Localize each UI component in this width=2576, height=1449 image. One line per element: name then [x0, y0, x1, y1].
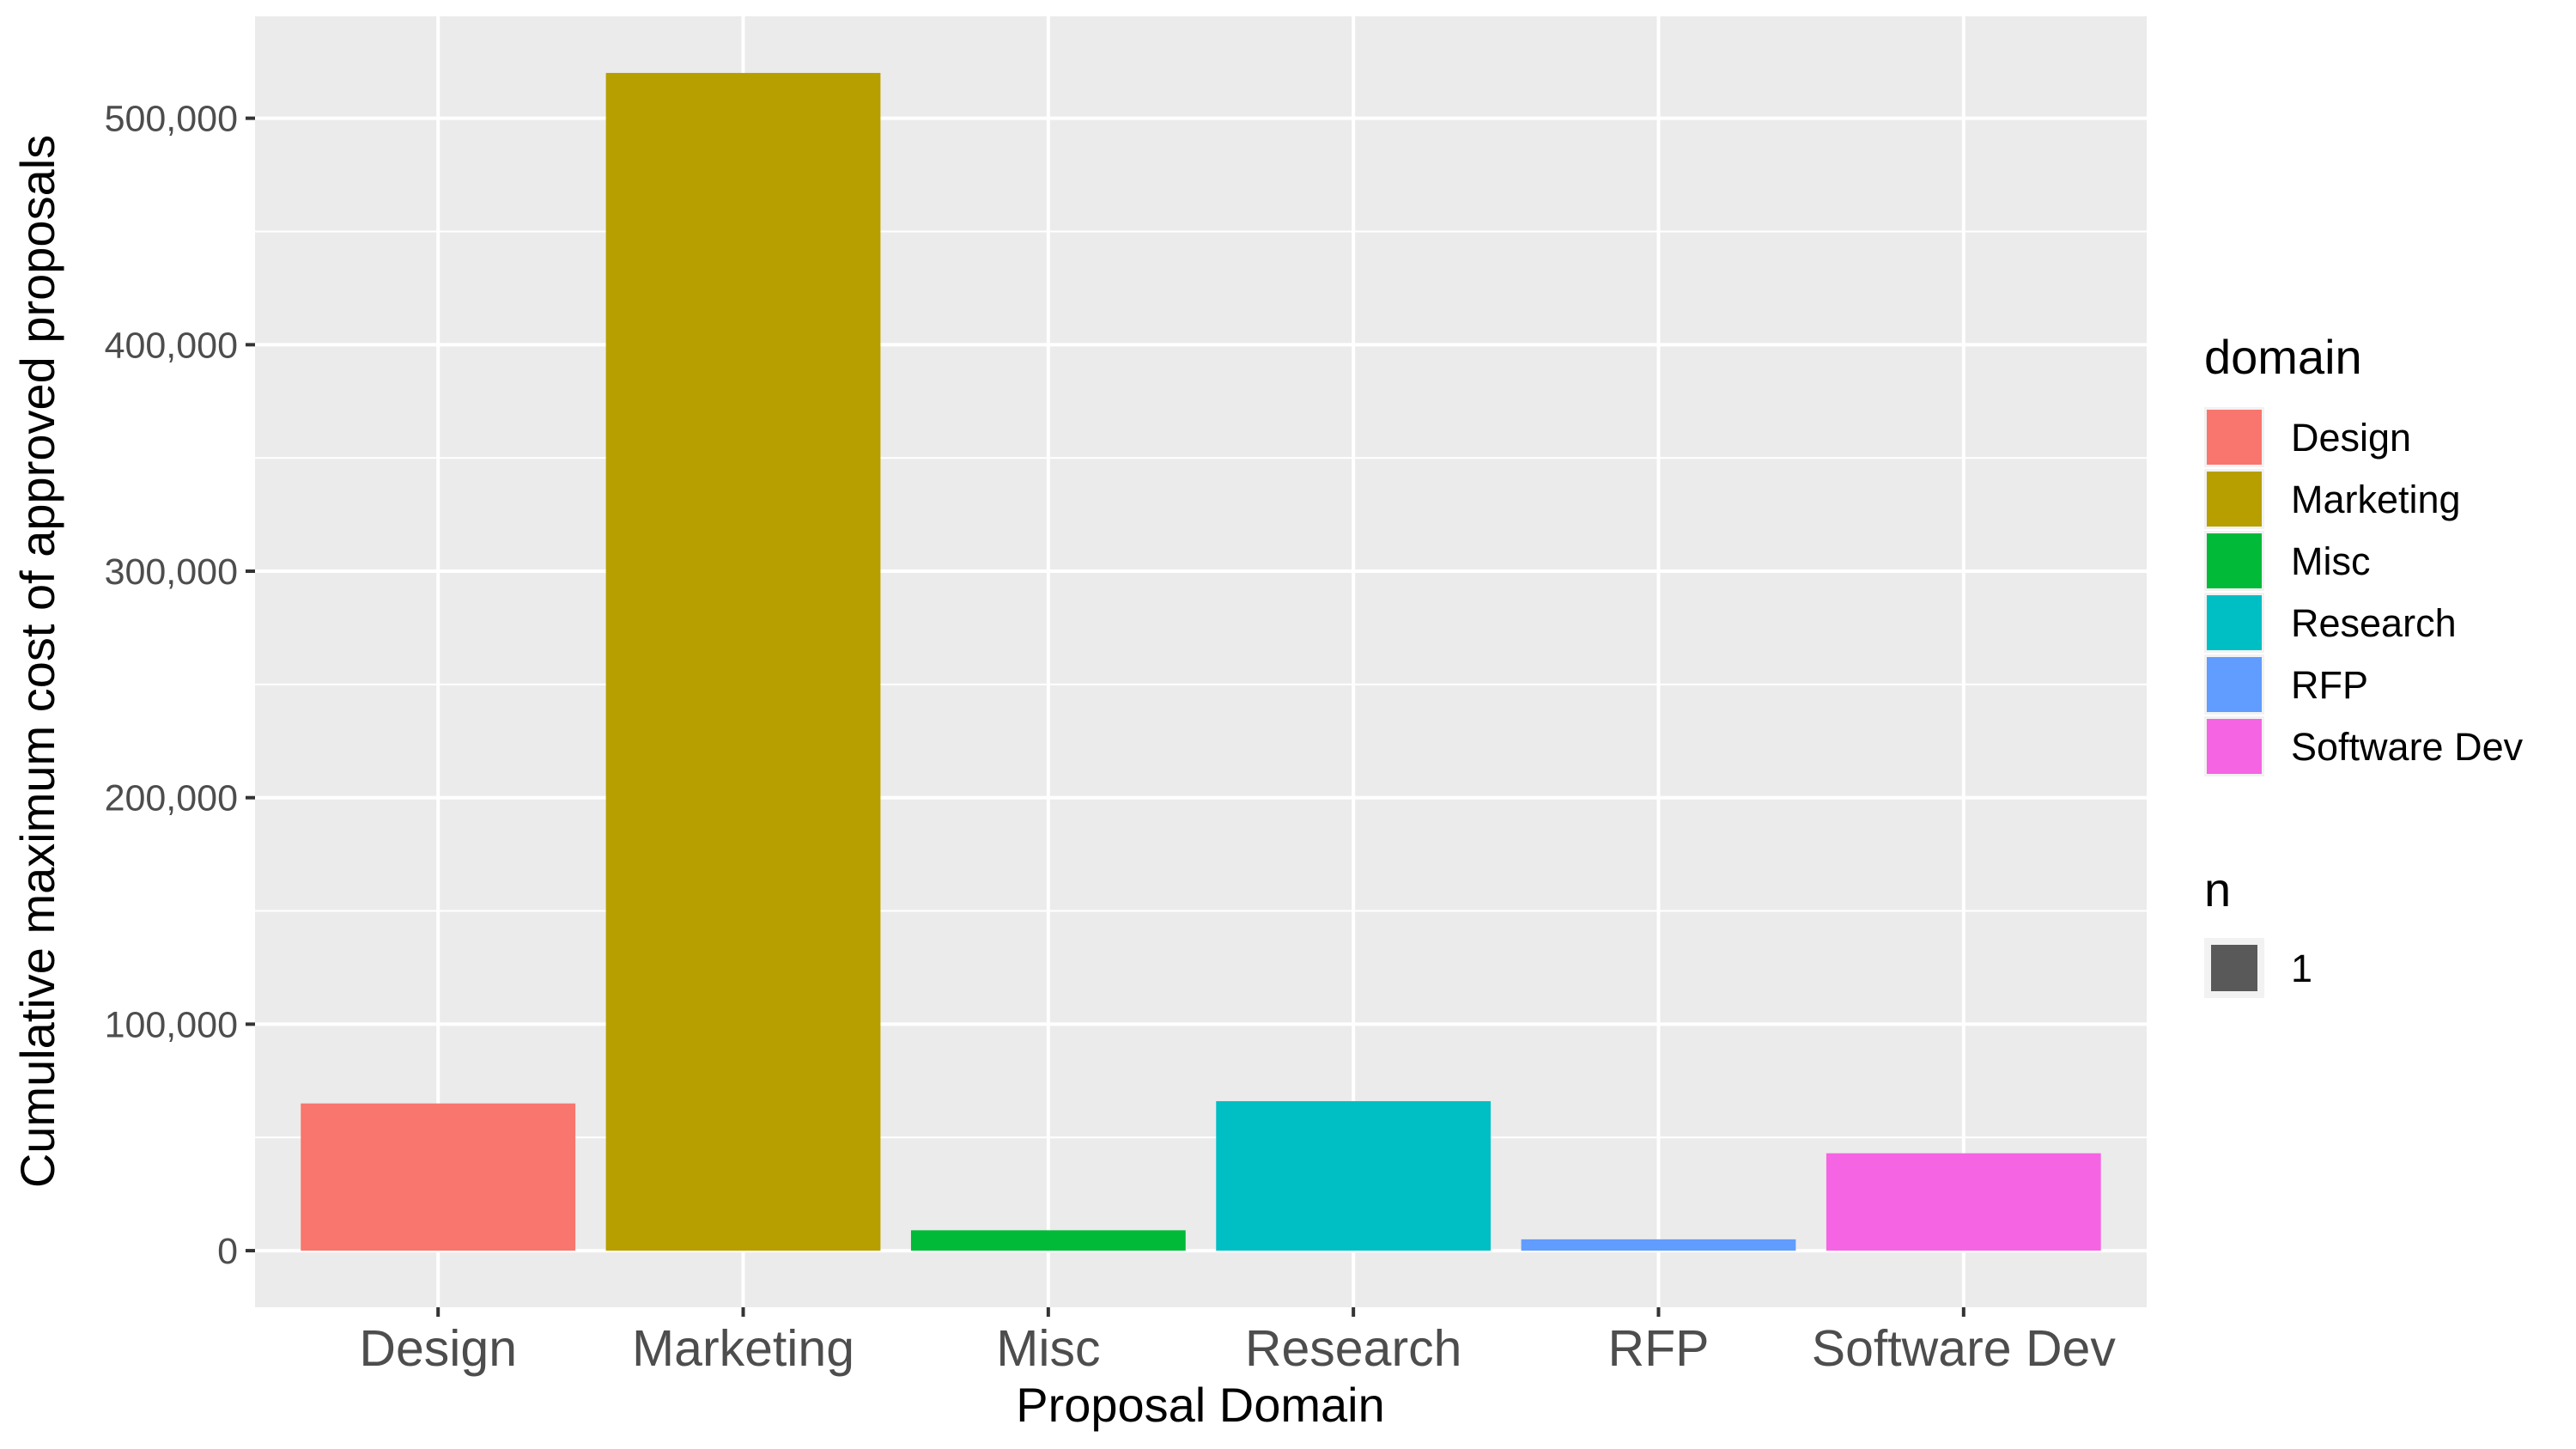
bar-software-dev — [1826, 1153, 2101, 1251]
legend-label: Software Dev — [2291, 725, 2524, 769]
x-tick-label: Research — [1245, 1320, 1462, 1377]
bar-marketing — [605, 72, 881, 1251]
legend-swatch — [2207, 533, 2262, 588]
legend-size-swatch — [2211, 945, 2257, 991]
legend-label: RFP — [2291, 663, 2368, 707]
legend-swatch — [2207, 595, 2262, 650]
legend-domain-items: Design Marketing Misc Research RFP Software D… — [2204, 407, 2524, 776]
legend-swatch — [2207, 410, 2262, 465]
y-tick-label: 400,000 — [105, 325, 238, 366]
x-tick-label: Misc — [996, 1320, 1100, 1377]
x-tick-label: Software Dev — [1812, 1320, 2117, 1377]
y-tick-label: 500,000 — [105, 99, 238, 140]
legend-swatch — [2207, 472, 2262, 527]
y-tick-label: 0 — [217, 1231, 238, 1272]
bar-design — [301, 1103, 576, 1251]
y-tick-label: 100,000 — [105, 1004, 238, 1045]
major-gridlines — [255, 16, 2147, 1307]
legend-label: Misc — [2291, 539, 2370, 583]
legend: domain Design Marketing Misc Research RFP Sof… — [2204, 330, 2524, 998]
legend-label: 1 — [2291, 947, 2312, 990]
bar-research — [1216, 1101, 1492, 1251]
y-tick-label: 200,000 — [105, 778, 238, 819]
x-axis: Design Marketing Misc Research RFP Software D… — [359, 1307, 2116, 1377]
legend-swatch — [2207, 657, 2262, 712]
legend-n-items: 1 — [2204, 938, 2312, 998]
legend-label: Research — [2291, 601, 2457, 645]
x-tick-label: Design — [359, 1320, 517, 1377]
y-axis-title: Cumulative maximum cost of approved prop… — [10, 135, 64, 1188]
bar-rfp — [1521, 1239, 1796, 1251]
x-axis-title: Proposal Domain — [1016, 1378, 1385, 1432]
x-tick-label: Marketing — [632, 1320, 854, 1377]
x-tick-label: RFP — [1607, 1320, 1709, 1377]
legend-label: Marketing — [2291, 478, 2461, 521]
legend-title-n: n — [2204, 862, 2231, 916]
y-tick-label: 300,000 — [105, 551, 238, 593]
legend-swatch — [2207, 719, 2262, 774]
legend-label: Design — [2291, 416, 2411, 460]
bars — [301, 72, 2101, 1251]
bar-misc — [910, 1230, 1186, 1251]
legend-title-domain: domain — [2204, 330, 2362, 384]
y-axis: 0 100,000 200,000 300,000 400,000 500,000 — [105, 99, 255, 1272]
